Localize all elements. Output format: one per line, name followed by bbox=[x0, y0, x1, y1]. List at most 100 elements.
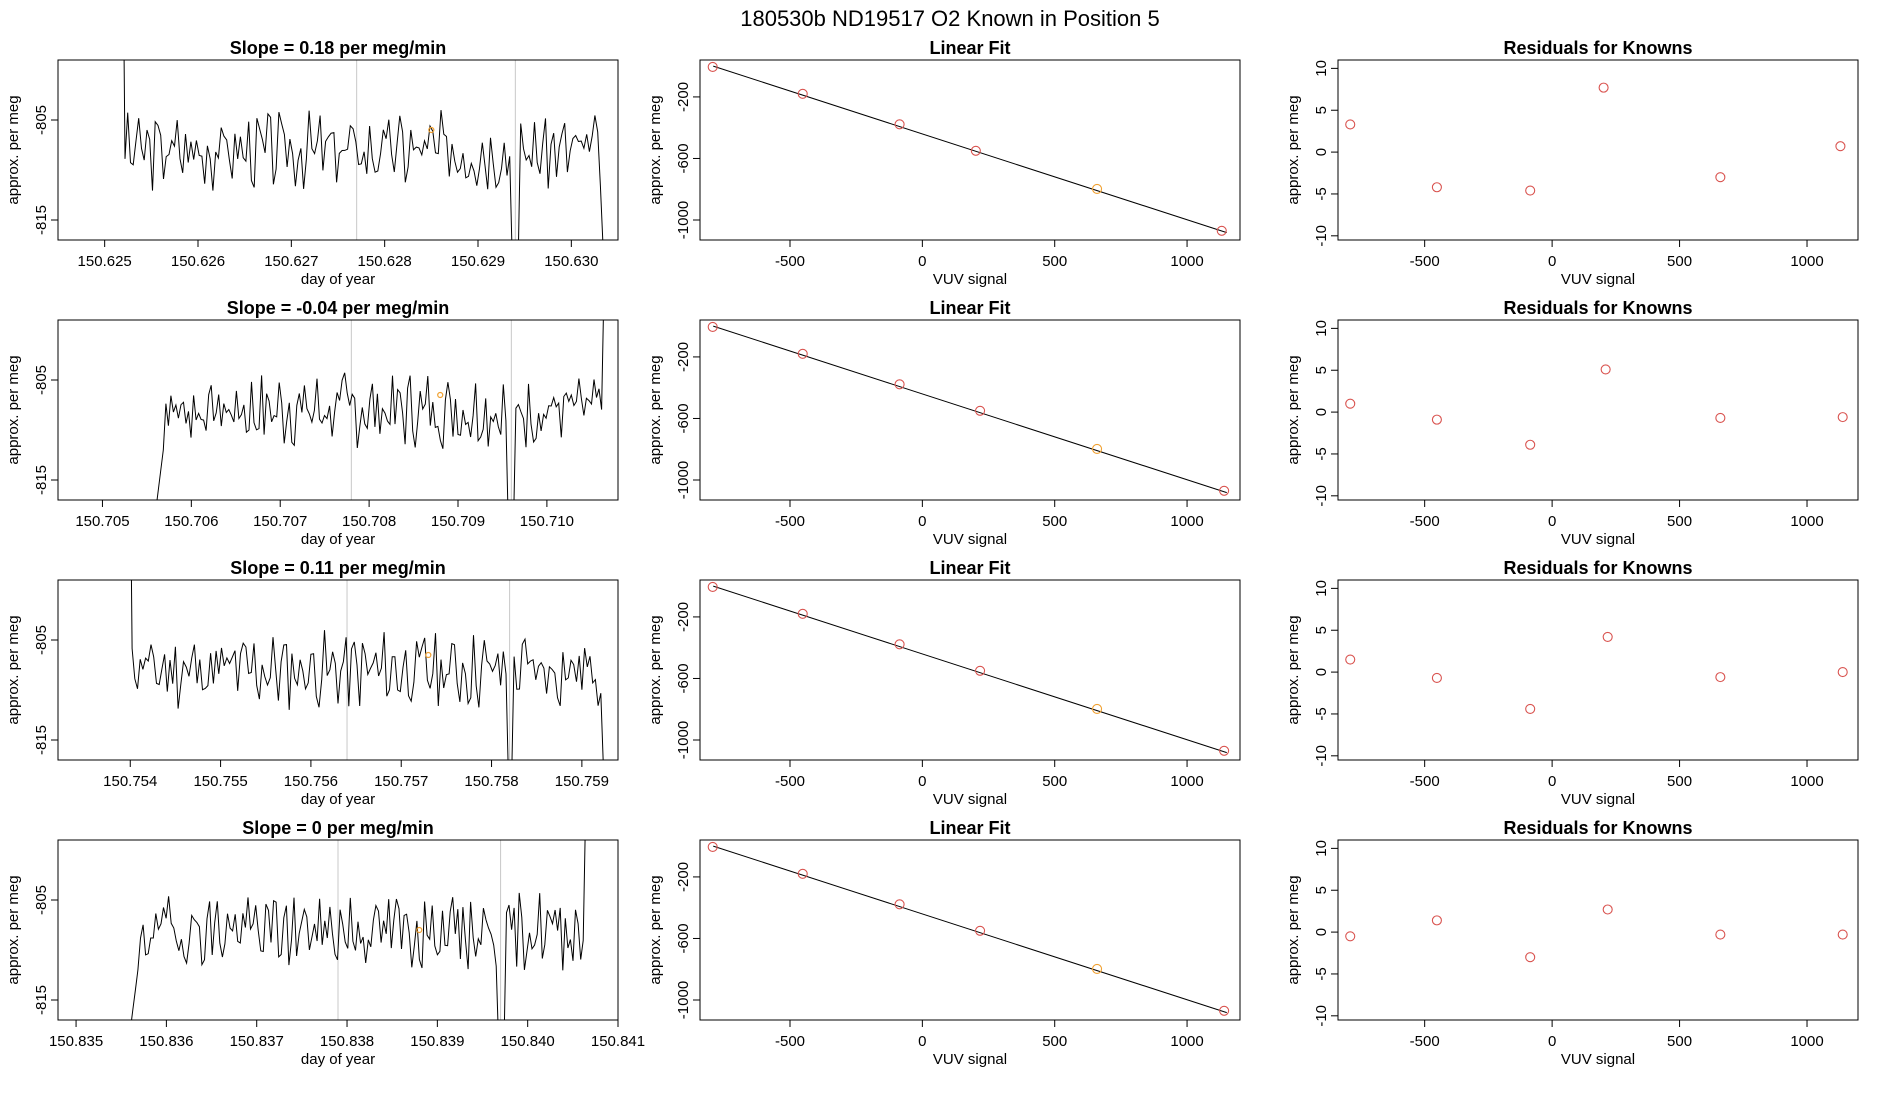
plot-frame bbox=[699, 579, 1241, 761]
x-tick-label: 1000 bbox=[1170, 513, 1203, 530]
data-point bbox=[1345, 654, 1356, 665]
data-point bbox=[1525, 952, 1536, 963]
y-tick-label: 0 bbox=[1313, 408, 1330, 416]
plot-frame bbox=[699, 59, 1241, 241]
x-tick-label: 500 bbox=[1667, 1033, 1692, 1050]
x-tick-label: 0 bbox=[1548, 253, 1556, 270]
panel-3-2: Linear Fit -500 0 500 1000 VUV signal -200 -600… bbox=[647, 558, 1241, 808]
y-tick-label: -5 bbox=[1313, 447, 1330, 460]
x-tick-label: 150.759 bbox=[555, 773, 609, 790]
y-tick-label: -815 bbox=[33, 205, 50, 235]
data-point bbox=[1600, 364, 1611, 375]
orange-data-point bbox=[1092, 703, 1103, 714]
sample-point bbox=[428, 126, 435, 134]
x-tick-label: 150.756 bbox=[284, 773, 338, 790]
data-point bbox=[707, 61, 718, 72]
chart-title: Slope = 0.11 per meg/min bbox=[230, 558, 446, 578]
plot-frame bbox=[57, 839, 619, 1021]
x-axis-label: day of year bbox=[301, 531, 375, 548]
data-point bbox=[1525, 439, 1536, 450]
data-point bbox=[1715, 172, 1726, 183]
data-point bbox=[1837, 929, 1848, 940]
panel-3-3: Residuals for Knowns -500 0 500 1000 VUV sign… bbox=[1285, 558, 1859, 808]
y-tick-label: -805 bbox=[33, 625, 50, 655]
y-axis-label: approx. per meg bbox=[1285, 95, 1302, 204]
y-tick-label: -200 bbox=[675, 342, 692, 372]
x-tick-label: 0 bbox=[1548, 1033, 1556, 1050]
data-point bbox=[1219, 745, 1230, 756]
x-tick-label: 150.628 bbox=[358, 253, 412, 270]
data-point bbox=[894, 899, 905, 910]
y-axis-label: approx. per meg bbox=[1285, 355, 1302, 464]
x-tick-label: -500 bbox=[775, 253, 805, 270]
x-tick-label: 150.837 bbox=[230, 1033, 284, 1050]
data-point bbox=[1715, 929, 1726, 940]
y-tick-label: -10 bbox=[1313, 745, 1330, 767]
chart-title: Residuals for Knowns bbox=[1503, 558, 1692, 578]
x-tick-label: 500 bbox=[1042, 513, 1067, 530]
x-tick-label: 0 bbox=[1548, 513, 1556, 530]
data-point bbox=[1525, 703, 1536, 714]
x-tick-label: 150.630 bbox=[544, 253, 598, 270]
chart-title: Linear Fit bbox=[929, 298, 1010, 318]
y-tick-label: 10 bbox=[1313, 320, 1330, 337]
x-tick-label: -500 bbox=[1410, 1033, 1440, 1050]
x-tick-label: 150.625 bbox=[78, 253, 132, 270]
y-tick-label: -1000 bbox=[675, 981, 692, 1019]
signal-trace bbox=[123, 60, 604, 240]
data-point bbox=[1715, 672, 1726, 683]
plot-area bbox=[707, 841, 1230, 1016]
plot-area bbox=[131, 840, 586, 1020]
fit-line bbox=[713, 585, 1227, 754]
x-tick-label: 1000 bbox=[1170, 773, 1203, 790]
orange-data-point bbox=[1092, 443, 1103, 454]
y-tick-label: -200 bbox=[675, 862, 692, 892]
plot-area bbox=[707, 61, 1227, 236]
data-point bbox=[1837, 412, 1848, 423]
x-axis-label: VUV signal bbox=[933, 791, 1007, 808]
data-point bbox=[1216, 225, 1227, 236]
plot-area bbox=[1345, 364, 1848, 450]
x-tick-label: 150.838 bbox=[320, 1033, 374, 1050]
x-tick-label: 1000 bbox=[1170, 1033, 1203, 1050]
data-point bbox=[1715, 412, 1726, 424]
x-tick-label: 150.758 bbox=[464, 773, 518, 790]
data-point bbox=[1598, 82, 1609, 93]
y-tick-label: -600 bbox=[675, 663, 692, 693]
panel-4-3: Residuals for Knowns -500 0 500 1000 VUV sign… bbox=[1285, 818, 1859, 1068]
x-axis-label: VUV signal bbox=[933, 1051, 1007, 1068]
y-axis-label: approx. per meg bbox=[647, 615, 664, 724]
x-tick-label: 0 bbox=[918, 1033, 926, 1050]
x-tick-label: 150.707 bbox=[253, 513, 307, 530]
panel-3-1: Slope = 0.11 per meg/min 150.754 150.755 15… bbox=[5, 558, 619, 808]
data-point bbox=[797, 88, 808, 99]
data-point bbox=[1431, 915, 1442, 926]
y-tick-label: 10 bbox=[1313, 840, 1330, 857]
data-point bbox=[1219, 485, 1230, 496]
plot-area bbox=[1345, 82, 1846, 196]
y-tick-label: -10 bbox=[1313, 1005, 1330, 1027]
panel-grid: Slope = 0.18 per meg/min 150.626 150.627 15… bbox=[5, 38, 1859, 1068]
x-axis-label: day of year bbox=[301, 791, 375, 808]
plot-frame bbox=[1337, 59, 1859, 241]
y-axis-label: approx. per meg bbox=[647, 355, 664, 464]
y-axis-label: approx. per meg bbox=[1285, 875, 1302, 984]
y-tick-label: -815 bbox=[33, 465, 50, 495]
y-tick-label: -600 bbox=[675, 923, 692, 953]
panel-1-2: Linear Fit -500 0 500 1000 VUV signal -200 -600… bbox=[647, 38, 1241, 288]
x-axis-label: VUV signal bbox=[1561, 1051, 1635, 1068]
y-axis-label: approx. per meg bbox=[5, 355, 22, 464]
data-point bbox=[797, 868, 808, 879]
y-axis-label: approx. per meg bbox=[647, 95, 664, 204]
data-point bbox=[1345, 931, 1356, 942]
y-tick-label: 5 bbox=[1313, 886, 1330, 894]
y-tick-label: -600 bbox=[675, 143, 692, 173]
y-tick-label: 5 bbox=[1313, 106, 1330, 114]
sample-point bbox=[425, 651, 432, 659]
data-point bbox=[1219, 1005, 1230, 1016]
chart-title: Slope = 0.18 per meg/min bbox=[230, 38, 447, 58]
x-tick-label: 150.705 bbox=[75, 513, 129, 530]
y-tick-label: -1000 bbox=[675, 201, 692, 239]
data-point bbox=[1525, 185, 1536, 196]
